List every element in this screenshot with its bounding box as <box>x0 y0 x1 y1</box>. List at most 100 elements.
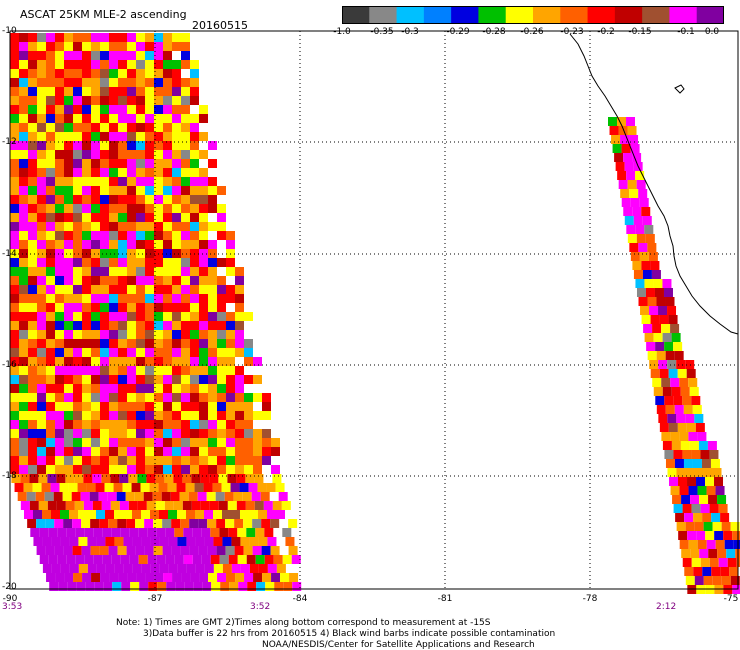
wind-cell <box>126 546 136 555</box>
wind-cell <box>73 321 82 330</box>
wind-cell <box>145 411 154 420</box>
wind-cell <box>217 312 226 321</box>
wind-cell <box>234 519 244 528</box>
wind-cell <box>226 258 235 267</box>
wind-cell <box>226 357 235 366</box>
wind-cell <box>680 441 690 450</box>
wind-cell <box>144 519 154 528</box>
wind-cell <box>37 105 46 114</box>
wind-cell <box>689 441 699 450</box>
wind-cell <box>145 186 154 195</box>
wind-cell <box>237 555 247 564</box>
wind-cell <box>283 582 293 591</box>
wind-cell <box>172 78 181 87</box>
wind-cell <box>226 294 235 303</box>
wind-cell <box>46 303 55 312</box>
wind-cell <box>19 132 28 141</box>
wind-cell <box>109 87 118 96</box>
wind-cell <box>73 312 82 321</box>
wind-cell <box>642 216 652 225</box>
wind-cell <box>109 294 118 303</box>
wind-cell <box>136 438 145 447</box>
wind-cell <box>181 429 190 438</box>
wind-cell <box>217 231 226 240</box>
wind-cell <box>55 573 65 582</box>
wind-cell <box>181 393 190 402</box>
wind-cell <box>708 495 718 504</box>
wind-cell <box>235 366 244 375</box>
wind-cell <box>163 267 172 276</box>
wind-cell <box>100 42 109 51</box>
wind-cell <box>190 366 199 375</box>
wind-cell <box>691 450 701 459</box>
wind-cell <box>41 483 51 492</box>
wind-cell <box>639 198 649 207</box>
wind-cell <box>700 504 710 513</box>
wind-cell <box>82 186 91 195</box>
wind-cell <box>145 96 154 105</box>
wind-cell <box>163 195 172 204</box>
wind-cell <box>153 546 163 555</box>
wind-cell <box>199 366 208 375</box>
wind-cell <box>163 132 172 141</box>
wind-cell <box>46 159 55 168</box>
wind-cell <box>154 384 163 393</box>
wind-cell <box>692 405 702 414</box>
wind-cell <box>709 450 719 459</box>
wind-cell <box>109 456 118 465</box>
wind-cell <box>154 114 163 123</box>
wind-cell <box>172 573 182 582</box>
wind-cell <box>91 195 100 204</box>
wind-cell <box>127 177 136 186</box>
wind-cell <box>120 555 130 564</box>
wind-cell <box>235 276 244 285</box>
wind-cell <box>64 465 73 474</box>
wind-cell <box>272 474 282 483</box>
wind-cell <box>199 267 208 276</box>
wind-cell <box>73 438 82 447</box>
wind-cell <box>109 375 118 384</box>
wind-cell <box>10 213 19 222</box>
wind-cell <box>146 474 156 483</box>
wind-cell <box>91 429 100 438</box>
wind-cell <box>662 387 672 396</box>
wind-cell <box>136 321 145 330</box>
wind-cell <box>208 429 217 438</box>
wind-cell <box>172 429 181 438</box>
wind-cell <box>132 537 142 546</box>
wind-cell <box>136 366 145 375</box>
wind-cell <box>208 258 217 267</box>
wind-cell <box>114 564 124 573</box>
wind-cell <box>55 240 64 249</box>
wind-cell <box>145 78 154 87</box>
wind-cell <box>136 114 145 123</box>
wind-cell <box>126 519 136 528</box>
wind-cell <box>10 204 19 213</box>
wind-cell <box>190 222 199 231</box>
wind-cell <box>253 357 262 366</box>
wind-cell <box>163 33 172 42</box>
wind-cell <box>258 537 268 546</box>
wind-cell <box>145 105 154 114</box>
wind-cell <box>48 555 58 564</box>
wind-cell <box>145 150 154 159</box>
wind-cell <box>145 366 154 375</box>
wind-cell <box>109 303 118 312</box>
wind-cell <box>45 546 55 555</box>
wind-cell <box>163 366 172 375</box>
wind-cell <box>46 321 55 330</box>
wind-cell <box>37 285 46 294</box>
wind-cell <box>181 312 190 321</box>
wind-cell <box>217 303 226 312</box>
wind-cell <box>95 483 105 492</box>
wind-cell <box>28 132 37 141</box>
wind-cell <box>154 366 163 375</box>
wind-cell <box>712 522 722 531</box>
wind-cell <box>46 420 55 429</box>
wind-cell <box>19 438 28 447</box>
wind-cell <box>181 78 190 87</box>
wind-cell <box>55 384 64 393</box>
wind-cell <box>181 141 190 150</box>
wind-cell <box>55 123 64 132</box>
wind-cell <box>154 267 163 276</box>
